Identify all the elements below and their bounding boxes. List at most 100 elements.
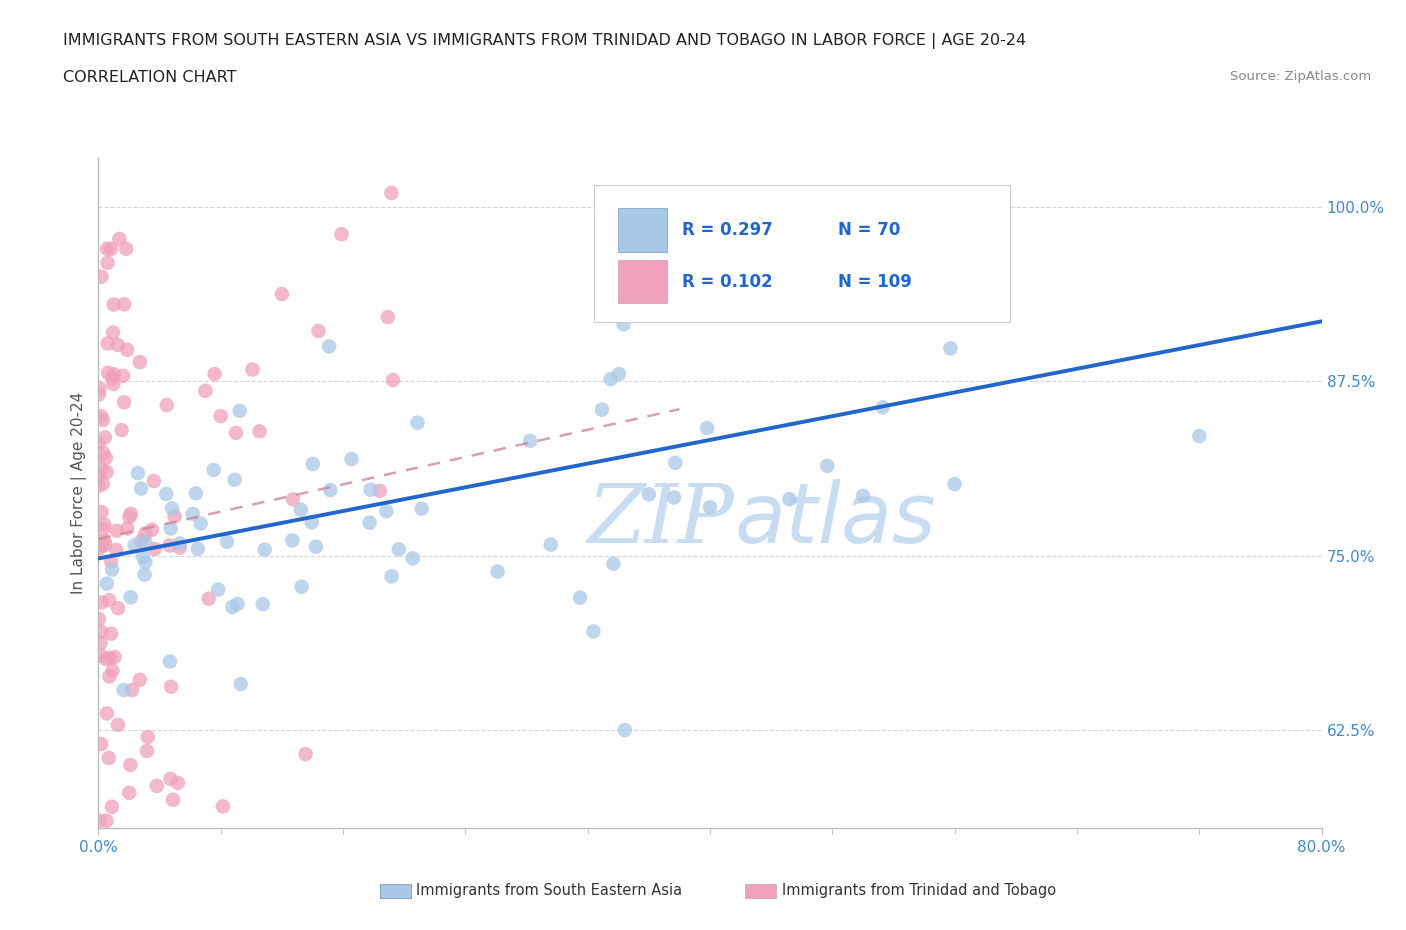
Point [368, 484, 391, 498]
Point [112, 394, 135, 409]
Point [592, 185, 614, 200]
Point [96, 576, 118, 591]
Point [90, 737, 112, 751]
Point [103, 377, 125, 392]
Point [486, 565, 509, 579]
Point [91, 522, 114, 537]
Point [375, 504, 398, 519]
Point [89, 540, 111, 555]
Point [591, 402, 613, 417]
Point [159, 521, 181, 536]
Text: CORRELATION CHART: CORRELATION CHART [63, 70, 236, 85]
Point [599, 372, 621, 387]
Point [242, 362, 264, 377]
Point [252, 597, 274, 612]
Point [94, 652, 117, 667]
Point [107, 717, 129, 732]
Point [569, 591, 592, 605]
Point [87, 478, 110, 493]
Point [301, 457, 323, 472]
Point [90, 538, 112, 552]
Point [224, 472, 246, 487]
Point [388, 542, 411, 557]
Point [815, 458, 838, 473]
Point [249, 424, 271, 439]
Point [89, 536, 111, 551]
Point [330, 227, 353, 242]
Point [89, 813, 111, 828]
Point [319, 483, 342, 498]
Point [406, 415, 429, 430]
Point [253, 542, 276, 557]
Point [187, 541, 209, 556]
Point [159, 654, 181, 669]
Point [105, 542, 128, 557]
Point [98, 669, 121, 684]
Point [381, 373, 404, 388]
Text: ZIP: ZIP [588, 480, 734, 560]
Point [112, 683, 135, 698]
Point [136, 729, 159, 744]
Point [582, 624, 605, 639]
Text: Immigrants from South Eastern Asia: Immigrants from South Eastern Asia [416, 884, 682, 898]
Point [340, 452, 363, 467]
Point [637, 487, 661, 502]
Point [290, 502, 312, 517]
Point [104, 649, 127, 664]
Point [699, 500, 721, 515]
Point [212, 799, 235, 814]
Point [181, 506, 204, 521]
Point [90, 460, 112, 475]
Point [90, 269, 112, 284]
Point [97, 336, 120, 351]
Point [101, 325, 124, 339]
Point [103, 297, 125, 312]
Point [91, 476, 114, 491]
Point [93, 534, 115, 549]
Point [98, 650, 121, 665]
Point [664, 456, 686, 471]
Point [101, 371, 124, 386]
Point [131, 534, 153, 549]
Point [120, 506, 142, 521]
Point [136, 744, 159, 759]
Point [162, 792, 184, 807]
Point [156, 398, 179, 413]
Point [87, 612, 110, 627]
Point [607, 366, 630, 381]
Point [127, 466, 149, 481]
Point [87, 437, 110, 452]
Point [637, 205, 661, 219]
Point [90, 409, 112, 424]
Point [209, 408, 232, 423]
Point [90, 635, 112, 650]
Point [225, 426, 247, 441]
Point [87, 387, 110, 402]
Point [93, 517, 115, 532]
Point [169, 540, 191, 555]
Point [167, 776, 190, 790]
Point [307, 324, 329, 339]
Point [91, 413, 114, 428]
Point [96, 706, 118, 721]
Point [612, 317, 634, 332]
Point [117, 521, 139, 536]
Point [159, 772, 181, 787]
Point [90, 648, 112, 663]
Text: atlas: atlas [734, 479, 936, 560]
Text: R = 0.102: R = 0.102 [682, 273, 772, 291]
Point [90, 595, 112, 610]
Point [134, 567, 156, 582]
Point [160, 679, 183, 694]
Point [87, 470, 110, 485]
Point [97, 365, 120, 380]
Point [97, 256, 120, 271]
Point [163, 509, 186, 524]
Point [100, 241, 122, 256]
Point [943, 477, 966, 492]
FancyBboxPatch shape [619, 208, 668, 252]
Point [101, 562, 124, 577]
Point [662, 490, 685, 505]
Point [229, 677, 252, 692]
Point [94, 450, 117, 465]
